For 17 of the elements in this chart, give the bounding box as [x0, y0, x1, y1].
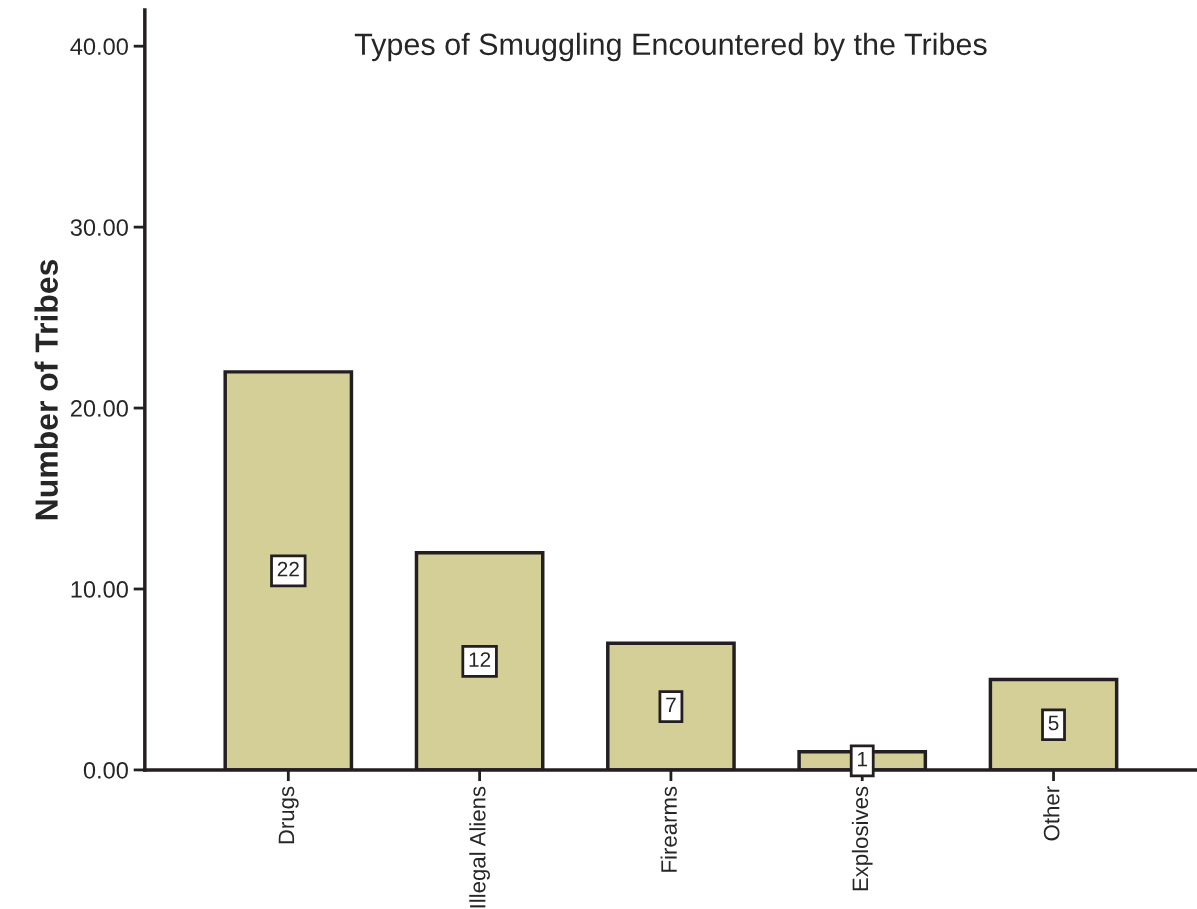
y-tick-label: 20.00 — [70, 400, 128, 417]
y-axis-title: Number of Tribes — [34, 259, 58, 520]
x-tick-label: Drugs — [278, 786, 299, 844]
data-label: 7 — [666, 697, 676, 712]
data-label: 1 — [858, 751, 867, 767]
x-tick-label: Explosives — [851, 786, 873, 891]
text: Types of Smuggling Encountered by the Tribes — [354, 32, 987, 62]
x-tick-label: Illegal Aliens — [469, 786, 490, 908]
y-tick-label: 30.00 — [70, 219, 128, 236]
data-label: 22 — [277, 561, 299, 577]
data-label: 12 — [469, 652, 491, 667]
x-tick-label: Other — [1043, 786, 1060, 841]
y-tick-label: 0.00 — [83, 761, 128, 779]
data-label: 5 — [1048, 715, 1059, 731]
x-tick-label: Firearms — [660, 786, 677, 872]
y-tick-label: 10.00 — [71, 581, 128, 598]
y-tick-label: 40.00 — [70, 38, 128, 55]
